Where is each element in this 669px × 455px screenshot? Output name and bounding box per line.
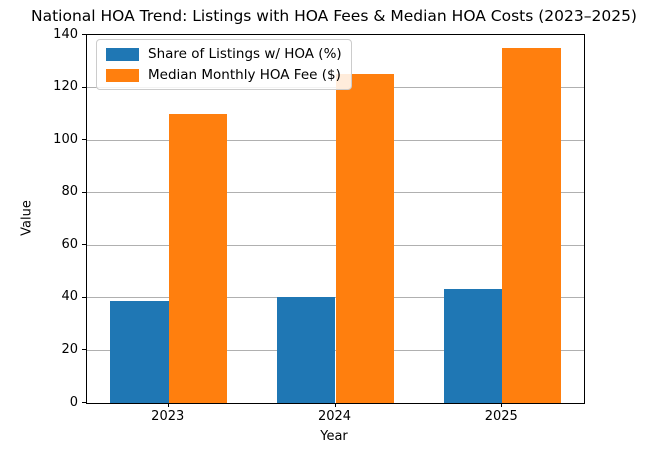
x-tick-label: 2024 [317,409,352,424]
bar-2024-series-1 [335,74,394,403]
bar-2025-series-0 [443,288,503,403]
y-tick-mark [82,296,86,298]
y-tick-label: 80 [61,184,78,200]
y-tick-label: 0 [69,394,78,410]
x-tick-label: 2023 [151,409,185,424]
legend-swatch [106,68,139,82]
y-tick-label: 40 [61,289,78,305]
chart-title: National HOA Trend: Listings with HOA Fe… [31,7,637,25]
legend: Share of Listings w/ HOA (%) Median Month… [96,39,352,90]
x-tick-mark [167,403,169,407]
y-tick-mark [82,191,86,193]
x-axis-label: Year [320,429,348,444]
plot-area: Share of Listings w/ HOA (%) Median Month… [86,34,585,404]
legend-swatch [106,47,139,61]
y-tick-label: 100 [53,131,78,147]
legend-label: Median Monthly HOA Fee ($) [148,67,341,83]
legend-row: Share of Listings w/ HOA (%) [106,46,342,62]
y-tick-label: 120 [53,79,78,95]
y-tick-label: 140 [53,26,78,42]
bar-2023-series-1 [168,113,228,403]
x-tick-mark [501,403,503,407]
y-tick-mark [82,34,86,35]
y-tick-mark [82,244,86,246]
x-tick-label: 2025 [484,409,518,424]
x-tick-mark [334,403,336,407]
y-axis-label: Value [19,200,35,236]
y-tick-mark [82,402,86,403]
legend-label: Share of Listings w/ HOA (%) [148,46,342,62]
y-tick-mark [82,86,86,88]
bar-2023-series-0 [110,300,169,403]
y-tick-mark [82,139,86,141]
y-tick-mark [82,349,86,351]
bar-2025-series-1 [502,48,561,403]
legend-row: Median Monthly HOA Fee ($) [106,67,342,83]
bar-2024-series-0 [277,296,336,403]
y-tick-label: 60 [61,236,78,252]
y-tick-label: 20 [61,341,78,357]
